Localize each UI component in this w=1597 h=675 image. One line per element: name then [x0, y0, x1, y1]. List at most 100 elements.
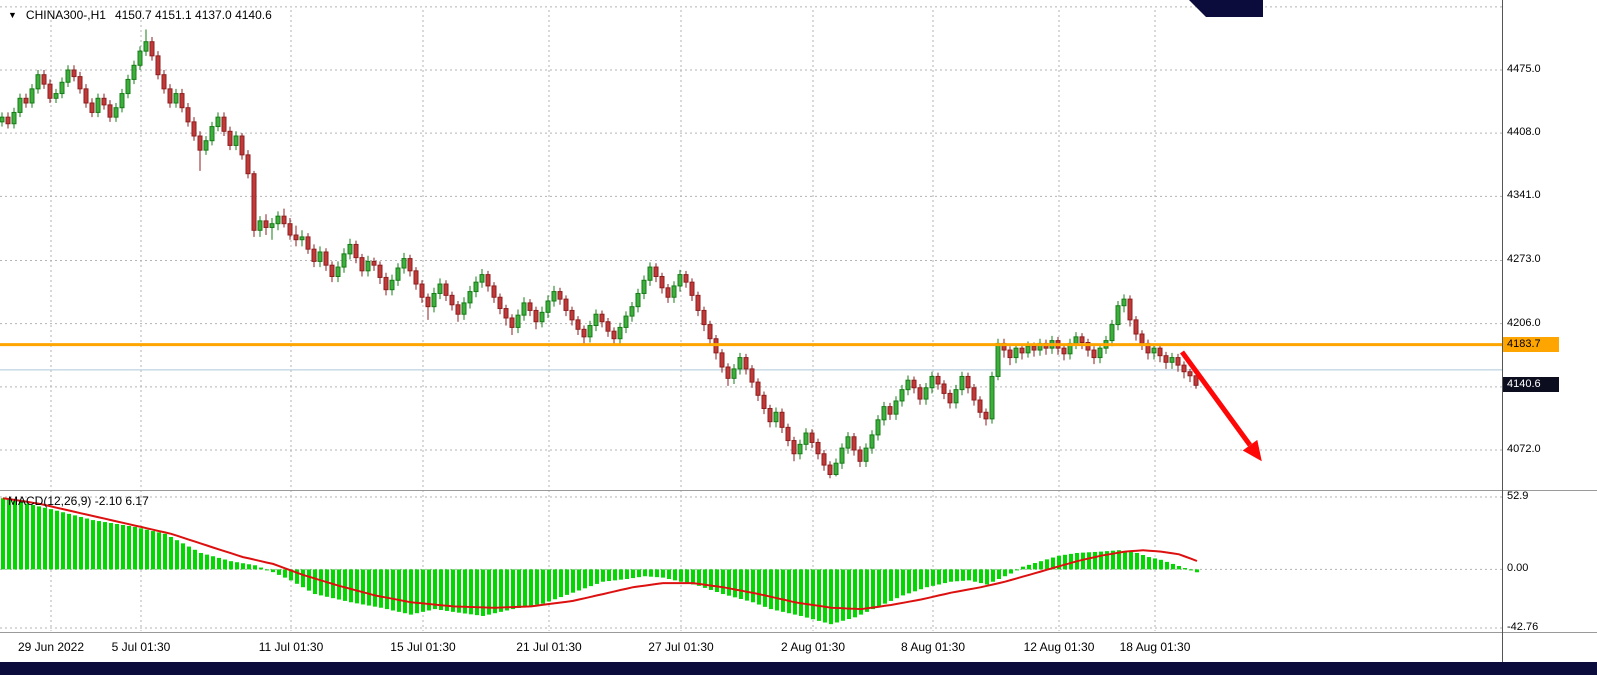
macd-histogram-bar [823, 569, 827, 623]
candle-body [23, 97, 29, 104]
candle-body [593, 313, 599, 327]
macd-histogram-bar [469, 569, 473, 615]
time-axis[interactable]: 29 Jun 2022 5 Jul 01:30 11 Jul 01:30 15 Jul… [0, 640, 1502, 660]
candle-body [599, 313, 605, 323]
candle-body [803, 432, 809, 445]
candle-body [917, 387, 923, 400]
macd-histogram-bar [433, 569, 437, 610]
candle-body [557, 291, 563, 300]
candle-body [1109, 324, 1115, 342]
macd-histogram-bar [847, 569, 851, 620]
macd-histogram-bar [1105, 551, 1109, 570]
macd-histogram-bar [13, 500, 17, 570]
macd-histogram-bar [19, 502, 23, 570]
candle-body [857, 449, 863, 462]
candle-body [617, 326, 623, 340]
candle-body [449, 294, 455, 306]
candle-body [521, 302, 527, 316]
ohlc-readout: 4150.7 4151.1 4137.0 4140.6 [114, 8, 272, 22]
candle-body [143, 41, 149, 52]
candle-body [53, 93, 59, 99]
candle-body [305, 236, 311, 250]
candle-body [971, 387, 977, 401]
candle-body [1157, 347, 1163, 357]
corner-decoration [1189, 0, 1263, 17]
candle-body [905, 379, 911, 391]
price-axis-label: 4206.0 [1507, 316, 1541, 329]
macd-histogram-bar [727, 569, 731, 596]
candle-body [761, 394, 767, 410]
macd-histogram-bar [1051, 557, 1055, 570]
candle-body [413, 270, 419, 285]
candle-body [1013, 347, 1019, 359]
macd-histogram-bar [559, 569, 563, 598]
candle-body [293, 234, 299, 241]
candle-body [197, 135, 203, 151]
macd-histogram-bar [883, 569, 887, 604]
candle-body [455, 304, 461, 315]
candle-body [395, 267, 401, 281]
price-axis[interactable]: 4475.0 4408.0 4341.0 4273.0 4206.0 4072.0 [1507, 0, 1595, 662]
candle-body [659, 275, 665, 289]
macd-histogram-bar [1021, 566, 1025, 570]
macd-histogram-bar [691, 569, 695, 585]
candle-body [467, 291, 473, 304]
macd-histogram-bar [679, 569, 683, 582]
candle-body [707, 324, 713, 340]
macd-histogram-bar [151, 531, 155, 570]
macd-histogram-bar [1141, 555, 1145, 570]
macd-histogram-bar [1171, 563, 1175, 570]
candle-body [665, 287, 671, 298]
macd-histogram-bar [481, 569, 485, 616]
candle-body [899, 389, 905, 402]
candle-body [755, 381, 761, 396]
candle-body [821, 453, 827, 466]
macd-histogram-bar [667, 569, 671, 579]
candle-body [287, 223, 293, 236]
macd-histogram-bar [577, 569, 581, 591]
candle-body [965, 375, 971, 389]
macd-histogram-bar [211, 556, 215, 570]
macd-histogram-bar [529, 569, 533, 606]
candle-body [647, 266, 653, 281]
candle-body [71, 69, 77, 78]
macd-histogram-bar [913, 569, 917, 592]
candle-body [383, 276, 389, 291]
candle-body [401, 258, 407, 269]
macd-histogram-bar [901, 569, 905, 596]
macd-histogram-bar [979, 569, 983, 584]
candle-body [773, 411, 779, 423]
candle-body [677, 274, 683, 287]
macd-histogram-bar [607, 569, 611, 582]
macd-histogram-bar [517, 569, 521, 609]
candle-body [953, 389, 959, 404]
candle-body [179, 93, 185, 109]
macd-histogram-bar [931, 569, 935, 586]
candle-body [131, 64, 137, 80]
macd-histogram-bar [655, 569, 659, 578]
candle-body [425, 296, 431, 308]
candle-body [1115, 305, 1121, 326]
candle-body [167, 88, 173, 104]
candle-body [929, 375, 935, 389]
macd-histogram-bar [583, 569, 587, 589]
macd-histogram-bar [925, 569, 929, 588]
candle-body [161, 74, 167, 90]
macd-histogram-bar [1183, 568, 1187, 570]
macd-histogram-bar [1129, 552, 1133, 570]
candle-body [149, 41, 155, 57]
macd-histogram-bar [535, 569, 539, 605]
symbol-dropdown-icon[interactable]: ▼ [8, 10, 17, 20]
macd-histogram-bar [61, 512, 65, 570]
macd-histogram-bar [703, 569, 707, 588]
candle-body [83, 88, 89, 104]
candle-body [551, 291, 557, 302]
macd-histogram-bar [199, 552, 203, 570]
macd-histogram-bar [421, 569, 425, 612]
candle-body [611, 330, 617, 340]
macd-histogram-bar [787, 569, 791, 614]
macd-histogram-bar [547, 569, 551, 602]
macd-histogram-bar [457, 569, 461, 613]
